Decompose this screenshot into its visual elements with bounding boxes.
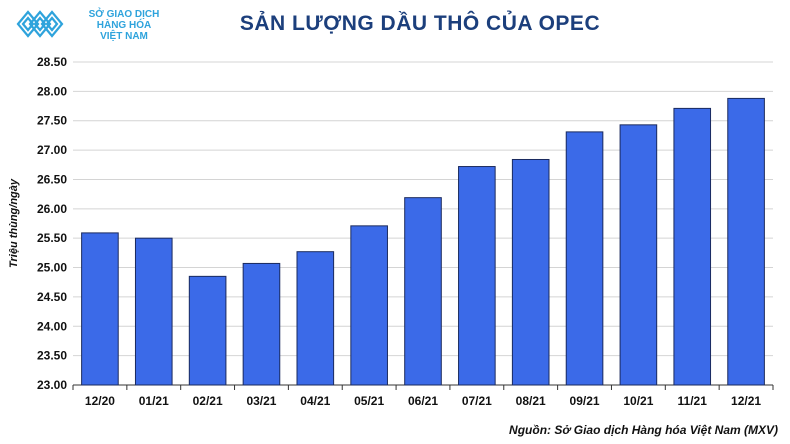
x-tick-label: 07/21	[462, 394, 492, 408]
x-tick-label: 12/20	[85, 394, 115, 408]
y-tick-label: 25.50	[37, 231, 67, 245]
x-tick-label: 10/21	[623, 394, 653, 408]
x-tick-label: 01/21	[139, 394, 169, 408]
bar	[404, 197, 442, 386]
y-tick-label: 23.00	[37, 378, 67, 392]
y-tick-label: 25.00	[37, 261, 67, 275]
y-tick-label: 24.00	[37, 319, 67, 333]
bar	[134, 237, 173, 386]
diamond-lattice-logo-icon	[16, 10, 64, 38]
x-tick-label: 09/21	[570, 394, 600, 408]
y-tick-label: 26.00	[37, 202, 67, 216]
brand-line-1: SỞ GIAO DỊCH	[88, 9, 160, 20]
bar	[727, 97, 765, 386]
y-tick-label: 28.50	[37, 55, 67, 69]
bar	[296, 251, 335, 386]
bar	[188, 275, 227, 386]
brand-name: SỞ GIAO DỊCH HÀNG HÓA VIỆT NAM	[74, 9, 174, 42]
x-tick-label: 02/21	[193, 394, 223, 408]
y-axis-label: Triệu thùng/ngày	[8, 178, 20, 268]
x-tick-label: 04/21	[300, 394, 330, 408]
x-tick-label: 03/21	[246, 394, 276, 408]
bar	[350, 225, 388, 386]
x-tick-label: 11/21	[678, 394, 708, 408]
y-tick-label: 26.50	[37, 172, 67, 186]
x-tick-label: 05/21	[354, 394, 384, 408]
bar	[565, 131, 604, 386]
y-tick-label: 23.50	[37, 349, 67, 363]
bar	[619, 124, 658, 386]
brand-line-2: HÀNG HÓA	[96, 20, 152, 31]
y-tick-label: 27.50	[37, 114, 67, 128]
x-tick-label: 12/21	[731, 394, 761, 408]
source-note: Nguồn: Sở Giao dịch Hàng hóa Việt Nam (M…	[509, 423, 778, 437]
bar	[458, 166, 496, 386]
header: SỞ GIAO DỊCH HÀNG HÓA VIỆT NAM SẢN LƯỢNG…	[0, 0, 790, 52]
y-tick-label: 24.50	[37, 290, 67, 304]
bar	[81, 232, 119, 386]
chart-title: SẢN LƯỢNG DẦU THÔ CỦA OPEC	[239, 12, 601, 35]
bar	[242, 262, 281, 386]
x-tick-label: 08/21	[516, 394, 546, 408]
x-tick-label: 06/21	[408, 394, 438, 408]
y-tick-label: 27.00	[37, 143, 67, 157]
y-tick-label: 28.00	[37, 84, 67, 98]
brand-line-3: VIỆT NAM	[100, 31, 148, 42]
bar	[511, 158, 550, 386]
bar	[673, 107, 712, 386]
